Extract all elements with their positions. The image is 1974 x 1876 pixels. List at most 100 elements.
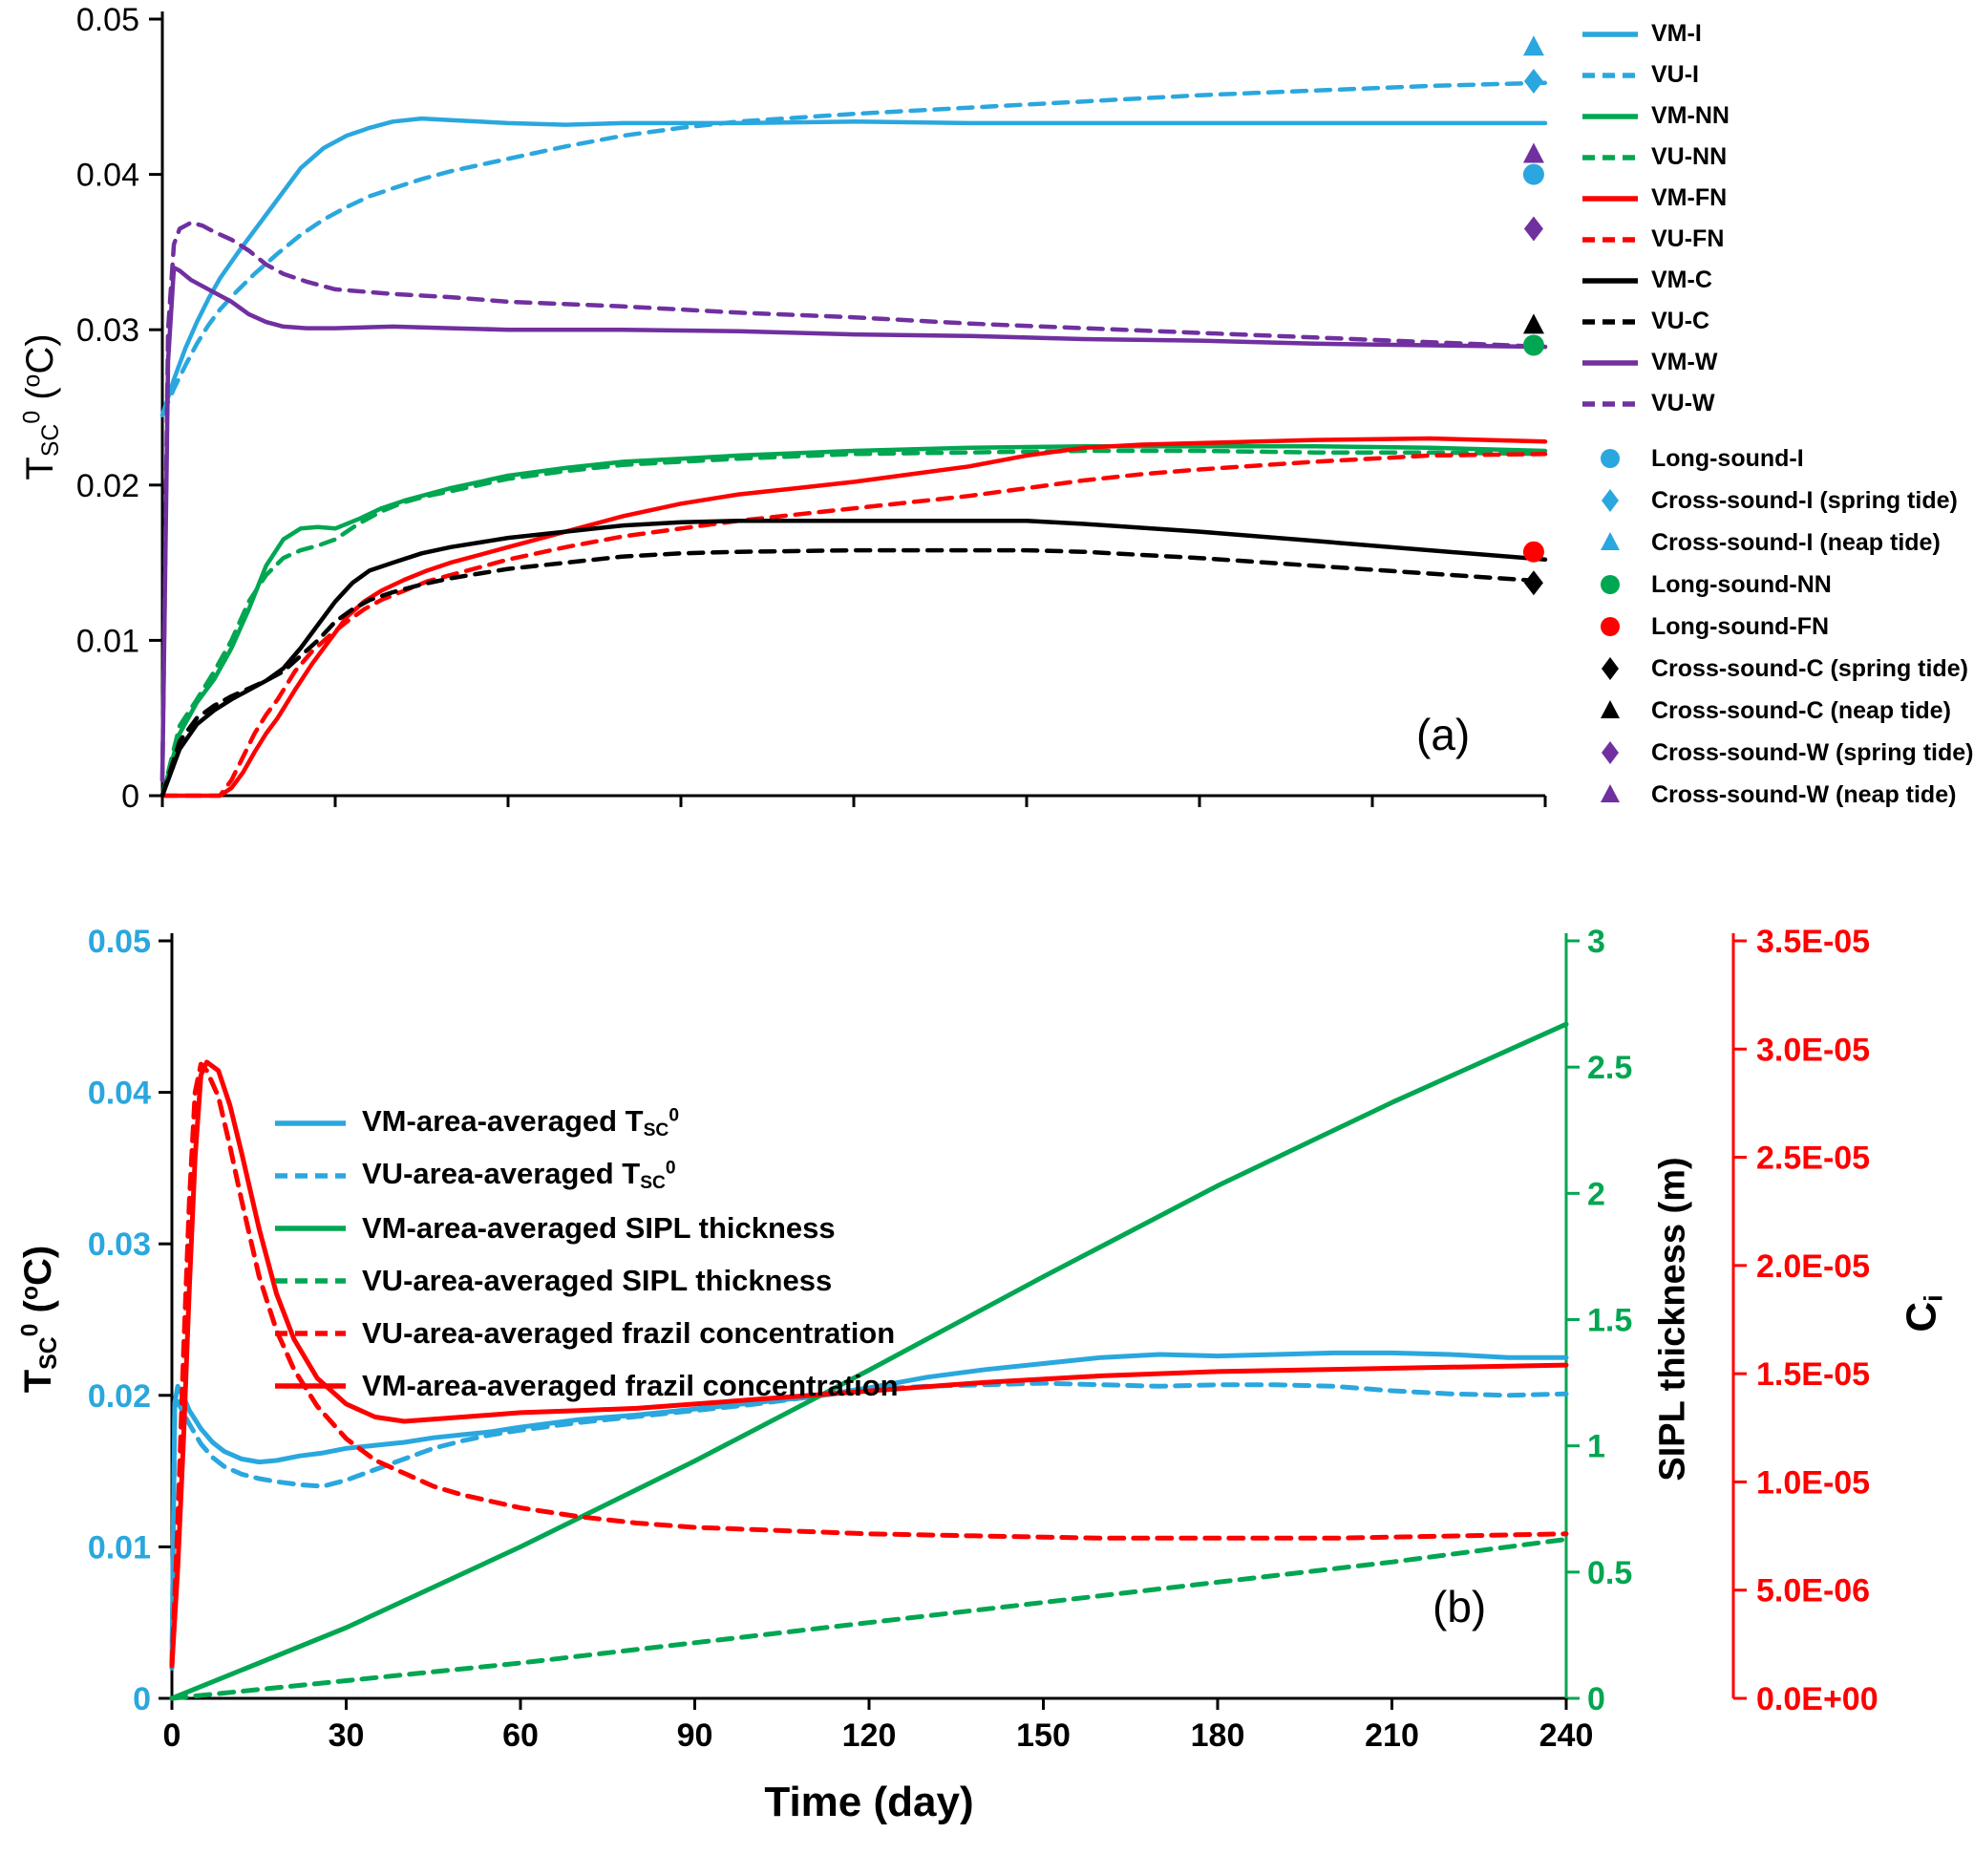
legend-b-item-vu-area-averaged-sipl-thickness: VU-area-averaged SIPL thickness xyxy=(274,1254,899,1307)
marker-cross-sound-i-neap-tide xyxy=(1522,35,1544,56)
panel-b-ci-tick-label: 0.0E+00 xyxy=(1756,1681,1878,1717)
legend-a-item-vm-fn: VM-FN xyxy=(1581,178,1973,219)
legend-a-item-cross-sound-i-neap-tide-swatch xyxy=(1581,529,1639,556)
legend-a-item-cross-sound-c-spring-tide-swatch xyxy=(1581,655,1639,682)
diamond-marker-swatch xyxy=(1602,489,1619,512)
legend-b-item-vm-area-averaged-sipl-thickness-label: VM-area-averaged SIPL thickness xyxy=(362,1210,836,1245)
panel-b-x-tick-label: 0 xyxy=(163,1717,181,1754)
panel-b-sipl-axis-label: SIPL thickness (m) xyxy=(1652,1157,1693,1482)
series-vm-area-averaged-t-sc-0 xyxy=(169,1350,1569,1671)
legend-a-item-long-sound-fn-label: Long-sound-FN xyxy=(1651,612,1830,640)
panel-b-left-tick-label: 0 xyxy=(133,1681,151,1717)
dashed-line-swatch xyxy=(275,1277,346,1284)
legend-b-item-vu-area-averaged-t-sc-0-swatch xyxy=(274,1170,347,1182)
legend-a-item-vu-w-label: VU-W xyxy=(1651,390,1715,416)
legend-a-item-vm-i: VM-I xyxy=(1581,13,1973,54)
legend-a-item-long-sound-nn: Long-sound-NN xyxy=(1581,564,1973,606)
series-vu-w xyxy=(159,220,1548,782)
legend-a-spacer xyxy=(1581,424,1973,437)
solid-line-swatch xyxy=(275,1382,346,1389)
legend-a-item-cross-sound-w-neap-tide-swatch xyxy=(1581,781,1639,808)
legend-a-item-cross-sound-c-neap-tide-swatch xyxy=(1581,697,1639,724)
legend-a-item-cross-sound-w-neap-tide: Cross-sound-W (neap tide) xyxy=(1581,774,1973,816)
legend-a-item-vu-i: VU-I xyxy=(1581,54,1973,96)
marker-long-sound-fn xyxy=(1522,541,1544,563)
legend-a-item-cross-sound-c-spring-tide-label: Cross-sound-C (spring tide) xyxy=(1651,654,1968,682)
panel-b-left-axis-label: TSC0 (oC) xyxy=(16,1245,63,1394)
circle-marker-swatch xyxy=(1601,575,1620,594)
solid-line-swatch xyxy=(1582,195,1638,202)
legend-a-item-vm-i-label: VM-I xyxy=(1651,20,1702,47)
legend-a-item-vu-nn: VU-NN xyxy=(1581,137,1973,178)
panel-b-left-tick-label: 0.04 xyxy=(88,1076,151,1112)
legend-a-item-vm-w-swatch xyxy=(1581,357,1639,369)
panel-a-legend: VM-I VU-I VM-NN VU-NN VM-FN VU-FN VM-C VU-C VM-W… xyxy=(1581,13,1973,816)
dashed-line-swatch xyxy=(275,1172,346,1179)
legend-b-item-vm-area-averaged-sipl-thickness-swatch xyxy=(274,1223,347,1234)
series-vm-w xyxy=(159,265,1548,782)
circle-marker-swatch xyxy=(1601,449,1620,468)
panel-b-ci-tick-label: 2.0E-05 xyxy=(1756,1248,1870,1285)
panel-b-ci-tick-label: 3.5E-05 xyxy=(1756,924,1870,960)
circle-marker-swatch xyxy=(1601,617,1620,636)
circle-marker-swatch xyxy=(1601,617,1620,636)
panel-b-ci-tick-label: 3.0E-05 xyxy=(1756,1032,1870,1068)
legend-b-item-vu-area-averaged-t-sc-0: VU-area-averaged TSC0 xyxy=(274,1149,899,1202)
panel-b-x-tick-label: 30 xyxy=(329,1717,365,1754)
dashed-line-swatch xyxy=(275,1330,346,1336)
legend-a-item-vu-i-swatch xyxy=(1581,70,1639,81)
panel-b-x-axis-label: Time (day) xyxy=(764,1779,974,1825)
legend-b-item-vm-area-averaged-sipl-thickness: VM-area-averaged SIPL thickness xyxy=(274,1202,899,1254)
triangle-marker-swatch xyxy=(1601,700,1620,718)
dashed-line-swatch xyxy=(1582,72,1638,78)
legend-a-item-long-sound-fn-swatch xyxy=(1581,613,1639,640)
panel-b-ci-tick-label: 1.5E-05 xyxy=(1756,1356,1870,1393)
legend-a-item-cross-sound-i-spring-tide-label: Cross-sound-I (spring tide) xyxy=(1651,486,1958,514)
panel-b-x-tick-label: 90 xyxy=(677,1717,713,1754)
panel-b-sipl-tick-label: 0 xyxy=(1587,1681,1605,1717)
panel-b-left-tick-label: 0.05 xyxy=(88,924,151,960)
legend-a-item-vu-fn-swatch xyxy=(1581,234,1639,245)
legend-a-item-cross-sound-i-spring-tide-swatch xyxy=(1581,487,1639,514)
legend-a-item-cross-sound-w-neap-tide-label: Cross-sound-W (neap tide) xyxy=(1651,780,1957,808)
legend-a-item-cross-sound-i-spring-tide: Cross-sound-I (spring tide) xyxy=(1581,480,1973,522)
legend-a-item-long-sound-nn-label: Long-sound-NN xyxy=(1651,570,1832,598)
series-vu-area-averaged-sipl-thickness xyxy=(169,1537,1569,1701)
series-vu-nn xyxy=(159,448,1548,799)
legend-a-item-long-sound-i: Long-sound-I xyxy=(1581,437,1973,480)
legend-a-item-vm-c-label: VM-C xyxy=(1651,266,1712,293)
diamond-marker-swatch xyxy=(1602,489,1619,512)
legend-a-item-vm-w-label: VM-W xyxy=(1651,349,1718,375)
panel-b-x-tick-label: 240 xyxy=(1539,1717,1594,1754)
series-vu-i xyxy=(159,80,1548,417)
legend-a-item-cross-sound-c-neap-tide: Cross-sound-C (neap tide) xyxy=(1581,690,1973,732)
legend-a-item-cross-sound-c-spring-tide: Cross-sound-C (spring tide) xyxy=(1581,648,1973,690)
circle-marker-swatch xyxy=(1601,575,1620,594)
triangle-marker-swatch xyxy=(1601,532,1620,550)
circle-marker-swatch xyxy=(1601,449,1620,468)
series-vm-area-averaged-sipl-thickness xyxy=(169,1021,1569,1701)
legend-a-item-cross-sound-w-spring-tide-label: Cross-sound-W (spring tide) xyxy=(1651,738,1974,766)
series-vu-area-averaged-t-sc-0 xyxy=(169,1380,1569,1671)
legend-a-item-vm-c: VM-C xyxy=(1581,260,1973,301)
panel-b-sipl-tick-label: 2 xyxy=(1587,1176,1605,1212)
panel-b-x-tick-label: 210 xyxy=(1365,1717,1419,1754)
legend-a-item-vu-w: VU-W xyxy=(1581,383,1973,424)
triangle-marker-swatch xyxy=(1601,532,1620,550)
legend-b-item-vm-area-averaged-t-sc-0-swatch xyxy=(274,1118,347,1129)
triangle-marker-swatch xyxy=(1601,700,1620,718)
panel-b-legend: VM-area-averaged TSC0 VU-area-averaged TS… xyxy=(274,1097,899,1412)
solid-line-swatch xyxy=(1582,277,1638,284)
legend-a-item-vm-i-swatch xyxy=(1581,29,1639,40)
legend-b-item-vu-area-averaged-frazil-concentration-swatch xyxy=(274,1328,347,1339)
series-vm-area-averaged-frazil-concentration xyxy=(169,1059,1569,1669)
legend-a-item-long-sound-nn-swatch xyxy=(1581,571,1639,598)
legend-a-item-vm-nn-swatch xyxy=(1581,111,1639,122)
panel-a-y-tick-label: 0.04 xyxy=(76,158,139,194)
legend-b-item-vu-area-averaged-t-sc-0-label: VU-area-averaged TSC0 xyxy=(362,1157,676,1193)
diamond-marker-swatch xyxy=(1602,741,1619,764)
triangle-marker-swatch xyxy=(1601,784,1620,802)
legend-a-item-vu-c: VU-C xyxy=(1581,301,1973,342)
legend-a-item-cross-sound-c-neap-tide-label: Cross-sound-C (neap tide) xyxy=(1651,696,1951,724)
diamond-marker-swatch xyxy=(1602,657,1619,680)
